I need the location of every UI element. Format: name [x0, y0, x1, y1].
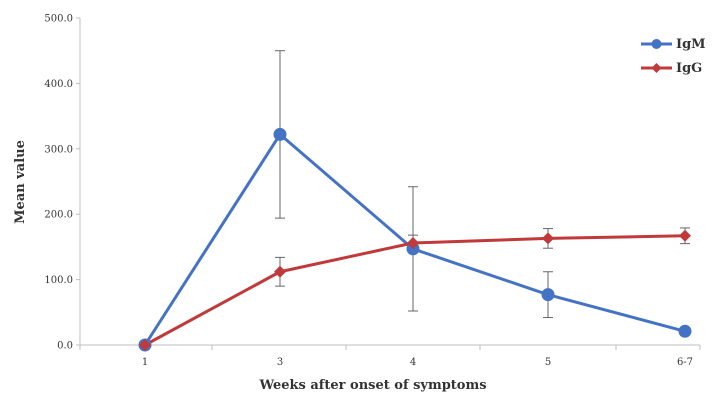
- data-point-igg: [679, 229, 691, 242]
- data-point-igg: [139, 339, 151, 351]
- x-tick-label: 1: [142, 357, 148, 368]
- x-axis: 1 3 4 5 6-7: [79, 344, 701, 368]
- y-axis: 0.0 100.0 200.0 300.0 400.0 500.0: [44, 14, 81, 352]
- data-point-igm: [273, 127, 287, 141]
- y-axis-title: Mean value: [13, 140, 28, 224]
- legend-item-igm: IgM: [641, 37, 706, 52]
- y-tick-label: 100.0: [44, 275, 73, 286]
- legend-item-igg: IgG: [641, 61, 702, 76]
- y-tick-label: 400.0: [44, 79, 73, 90]
- legend-marker-igm: [651, 39, 662, 49]
- data-point-igm: [678, 324, 692, 338]
- data-point-igg: [542, 232, 554, 245]
- y-tick-label: 500.0: [44, 14, 73, 25]
- legend-label-igg: IgG: [676, 61, 702, 76]
- data-point-igg: [407, 236, 419, 249]
- data-point-igm: [541, 288, 555, 302]
- data-point-igg: [274, 265, 286, 278]
- legend: IgM IgG: [641, 37, 706, 76]
- legend-marker-igg: [651, 63, 662, 73]
- x-tick-label: 5: [545, 357, 551, 368]
- y-tick-label: 300.0: [44, 144, 73, 155]
- data-markers: [138, 127, 692, 352]
- y-tick-label: 0.0: [57, 341, 73, 352]
- legend-label-igm: IgM: [676, 37, 706, 52]
- x-axis-title: Weeks after onset of symptoms: [258, 378, 486, 393]
- x-tick-label: 3: [277, 357, 283, 368]
- x-tick-label: 4: [410, 357, 416, 368]
- x-tick-label: 6-7: [677, 357, 693, 368]
- y-tick-label: 200.0: [44, 210, 73, 221]
